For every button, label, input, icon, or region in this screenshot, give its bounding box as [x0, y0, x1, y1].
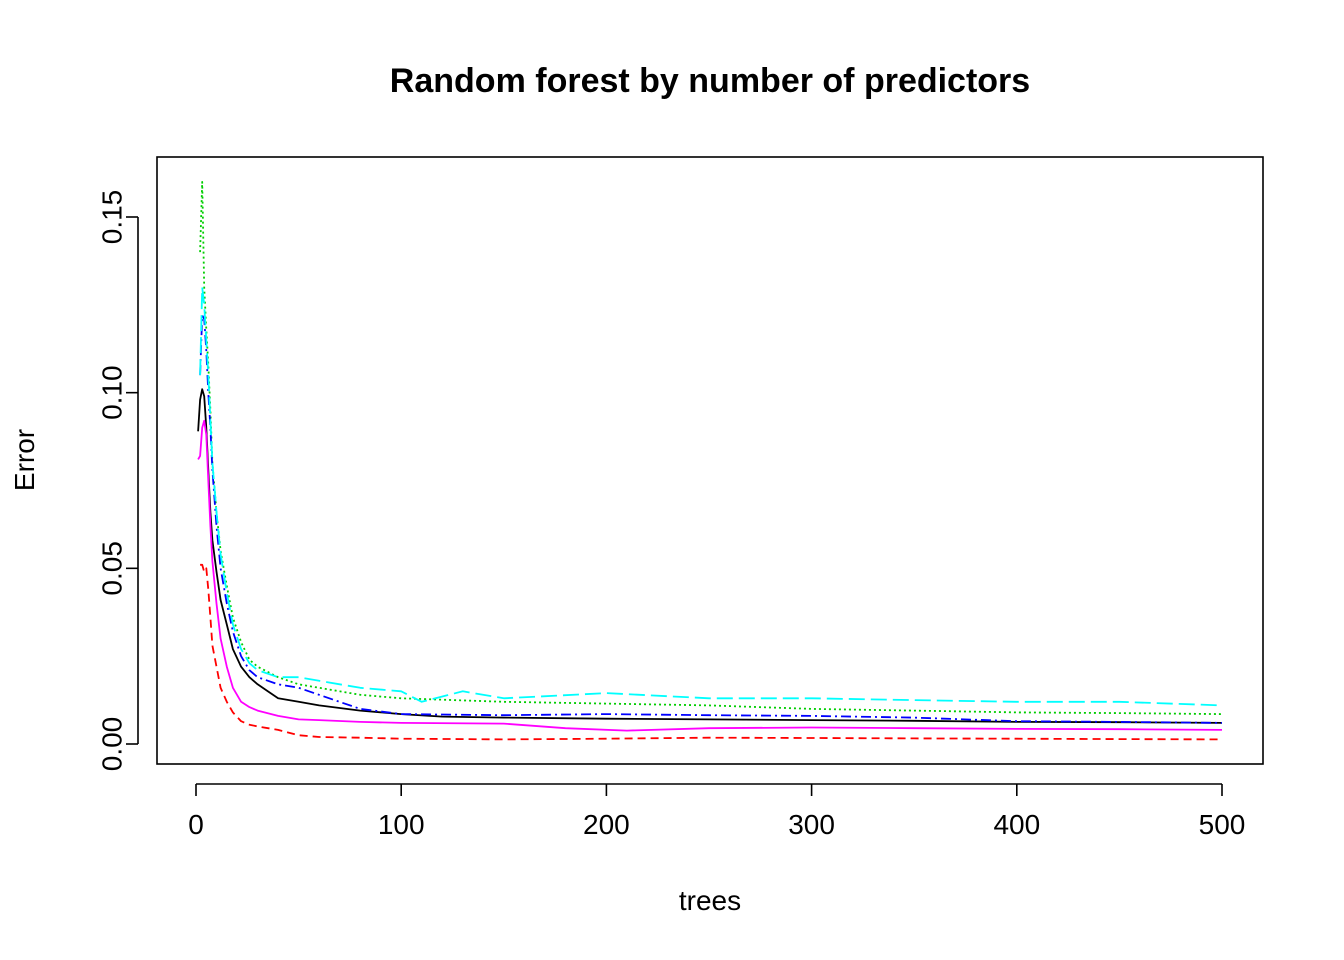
series-line-2: [200, 563, 1223, 741]
series-line-5: [199, 286, 1223, 707]
x-axis: 0 100 200 300 400 500: [188, 783, 1246, 840]
series-line-1: [197, 388, 1223, 724]
series-line-4: [199, 314, 1223, 724]
x-tick-label-4: 400: [993, 809, 1040, 840]
series-layer: [197, 181, 1223, 741]
y-tick-label-3: 0.15: [97, 190, 128, 245]
x-tick-label-5: 500: [1199, 809, 1246, 840]
y-axis-label: Error: [9, 429, 40, 491]
x-tick-label-3: 300: [788, 809, 835, 840]
plot-frame: [156, 156, 1264, 765]
x-axis-label: trees: [679, 885, 741, 916]
chart-title: Random forest by number of predictors: [390, 62, 1030, 100]
series-line-6: [197, 419, 1223, 732]
y-tick-label-0: 0.00: [97, 717, 128, 772]
y-axis: 0.00 0.05 0.10 0.15: [97, 190, 139, 772]
series-line-3: [199, 181, 1223, 715]
x-tick-label-0: 0: [188, 809, 204, 840]
y-tick-label-2: 0.10: [97, 365, 128, 420]
y-tick-label-1: 0.05: [97, 541, 128, 596]
x-tick-label-2: 200: [583, 809, 630, 840]
x-tick-label-1: 100: [378, 809, 425, 840]
